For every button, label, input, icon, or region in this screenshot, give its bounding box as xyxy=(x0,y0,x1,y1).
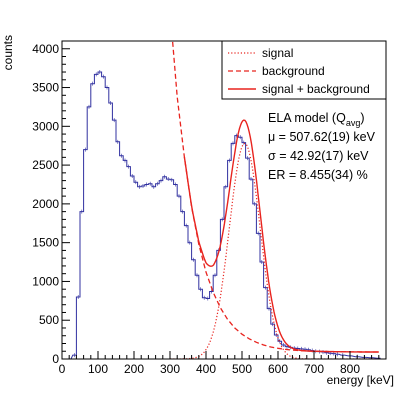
x-axis-title: energy [keV] xyxy=(327,373,394,387)
annotation-mu: μ = 507.62(19) keV xyxy=(268,130,376,144)
legend-label-background: background xyxy=(262,64,325,78)
x-tick-label: 400 xyxy=(196,362,216,376)
x-tick-label: 700 xyxy=(304,362,324,376)
x-tick-label: 0 xyxy=(59,362,66,376)
annotation-model-sub: avg xyxy=(346,118,361,128)
legend-label-signal: signal xyxy=(262,46,293,60)
data-layer xyxy=(62,41,381,359)
y-tick-label: 3000 xyxy=(32,119,59,133)
y-tick-label: 2500 xyxy=(32,158,59,172)
y-tick-label: 1000 xyxy=(32,274,59,288)
axes: 0 100 200 300 400 500 600 700 800 0 500 1000 1500 200… xyxy=(32,40,387,376)
legend: signal background signal + background xyxy=(221,40,387,100)
series-signal-plus-background xyxy=(183,119,379,353)
y-tick-label: 500 xyxy=(39,313,59,327)
x-tick-label: 300 xyxy=(160,362,180,376)
y-tick-label: 1500 xyxy=(32,236,59,250)
x-tick-label: 100 xyxy=(88,362,108,376)
y-tick-label: 3500 xyxy=(32,81,59,95)
fit-annotations: ELA model (Qavg) μ = 507.62(19) keV σ = … xyxy=(268,111,376,182)
y-axis-title: counts xyxy=(1,35,15,70)
annotation-model-text: ELA model (Q xyxy=(268,111,346,125)
x-tick-label: 500 xyxy=(232,362,252,376)
annotation-sigma: σ = 42.92(17) keV xyxy=(268,149,369,163)
x-tick-label: 600 xyxy=(268,362,288,376)
y-tick-label: 2000 xyxy=(32,197,59,211)
series-data-histogram xyxy=(62,71,381,359)
annotation-model-close: ) xyxy=(360,111,364,125)
x-tick-label: 800 xyxy=(340,362,360,376)
annotation-model: ELA model (Qavg) xyxy=(268,111,365,128)
legend-label-sum: signal + background xyxy=(262,82,370,96)
y-tick-label: 4000 xyxy=(32,42,59,56)
y-tick-label: 0 xyxy=(52,352,59,366)
x-tick-label: 200 xyxy=(124,362,144,376)
annotation-er: ER = 8.455(34) % xyxy=(268,168,368,182)
